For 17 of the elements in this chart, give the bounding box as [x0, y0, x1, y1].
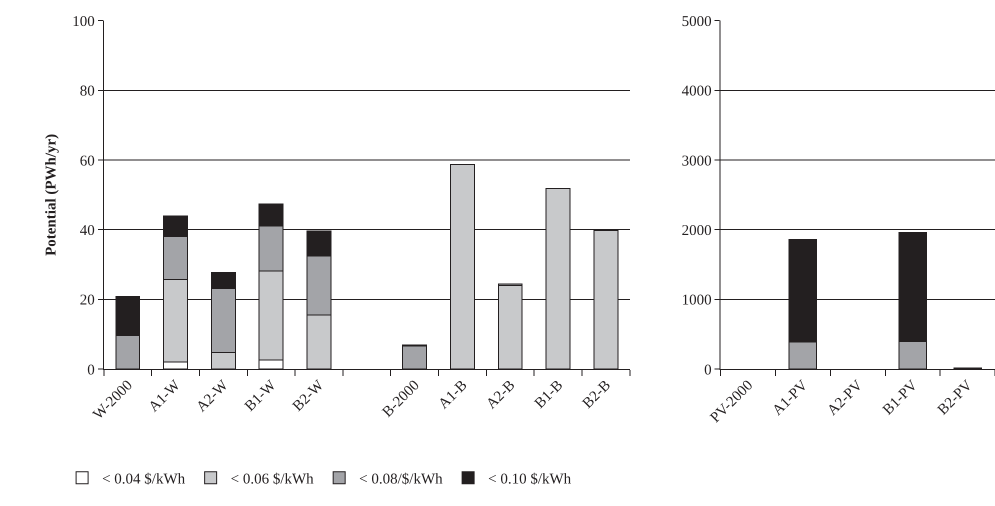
legend-label: < 0.10 $/kWh: [488, 472, 572, 488]
y-tick-label: 0: [704, 362, 712, 378]
y-tick-label: 20: [80, 292, 95, 309]
y-tick-label: 100: [72, 14, 95, 30]
y-axis-title: Potential (PWh/yr): [44, 134, 60, 256]
y-tick-label: 0: [87, 362, 95, 378]
legend-label: < 0.04 $/kWh: [102, 472, 186, 488]
y-tick-label: 60: [80, 153, 95, 170]
y-tick-label: 1000: [682, 292, 712, 309]
y-tick-label: 2000: [682, 222, 712, 239]
legend-label: < 0.06 $/kWh: [230, 472, 314, 488]
y-tick-label: 4000: [682, 84, 712, 100]
y-tick-label: 3000: [682, 153, 712, 170]
y-tick-label: 80: [80, 84, 95, 100]
y-tick-label: 5000: [682, 14, 712, 30]
y-tick-label: 40: [80, 222, 95, 239]
legend-label: < 0.08/$/kWh: [359, 472, 444, 488]
